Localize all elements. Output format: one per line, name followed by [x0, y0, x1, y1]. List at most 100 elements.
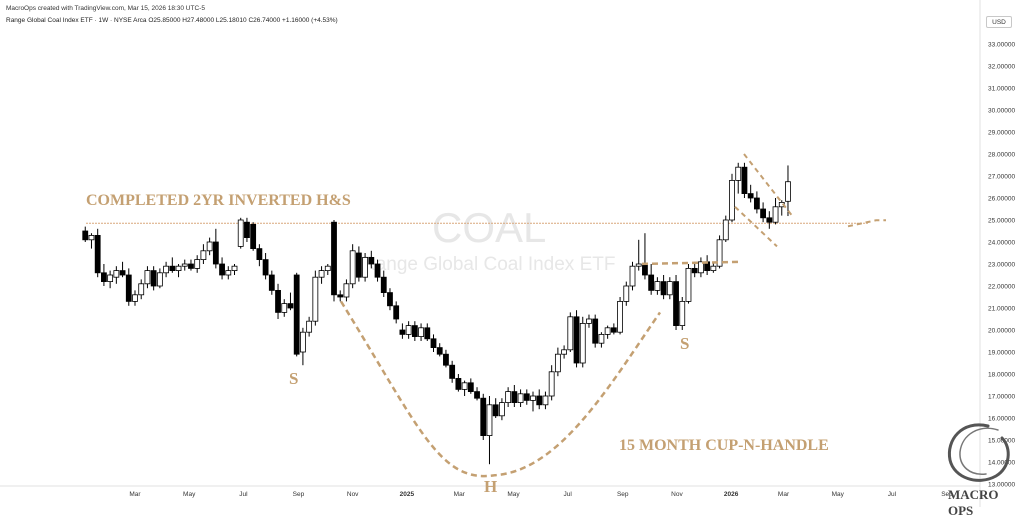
candle — [231, 264, 238, 275]
candle — [455, 374, 462, 392]
candle-body — [156, 272, 163, 287]
candle — [300, 327, 306, 366]
candle-body — [729, 179, 735, 221]
price-tick-label: 31.00000 — [988, 86, 1015, 93]
candle-body — [610, 327, 617, 333]
price-tick-label: 27.00000 — [988, 174, 1015, 181]
candle-body — [188, 263, 194, 269]
neckline-extension — [847, 219, 886, 228]
flag-upper-line — [743, 153, 793, 217]
time-tick-label: Sep — [293, 491, 305, 498]
price-tick-label: 32.00000 — [988, 64, 1015, 71]
watermark-name: Range Global Coal Index ETF — [362, 254, 616, 275]
candle-body — [710, 265, 717, 272]
candle — [107, 270, 114, 289]
candle-body — [586, 318, 592, 324]
candle — [467, 378, 474, 394]
price-tick-label: 24.00000 — [988, 240, 1015, 247]
candle-body — [324, 265, 331, 272]
candle-body — [735, 166, 742, 181]
candle — [691, 261, 698, 278]
candle — [635, 239, 642, 271]
candle-body — [82, 230, 89, 241]
candle-body — [430, 338, 437, 348]
price-tick-label: 16.00000 — [988, 416, 1015, 423]
candle-body — [760, 208, 767, 219]
candle-body — [343, 283, 350, 298]
candle — [461, 380, 468, 396]
candle-body — [169, 265, 176, 272]
candle-body — [163, 265, 169, 274]
candle-body — [604, 327, 611, 335]
candle-body — [666, 281, 673, 296]
candle-body — [523, 393, 530, 401]
candle — [642, 233, 648, 280]
candle-body — [107, 274, 114, 282]
candle-body — [144, 270, 151, 285]
candle — [287, 292, 294, 311]
time-tick-label: May — [832, 491, 845, 498]
candle — [523, 389, 530, 405]
candle — [499, 398, 505, 421]
time-tick-label: Jul — [888, 491, 897, 498]
candle-body — [467, 382, 474, 392]
candle — [244, 217, 250, 242]
candle — [225, 266, 232, 280]
candle-body — [766, 217, 773, 223]
candle — [766, 211, 773, 229]
candle — [256, 244, 263, 267]
candle-body — [212, 241, 219, 265]
candle — [511, 385, 518, 407]
candle-body — [119, 270, 126, 276]
candle — [219, 257, 225, 280]
candle-body — [785, 181, 791, 202]
currency-button[interactable]: USD — [986, 16, 1012, 28]
candle-body — [554, 353, 561, 373]
candle — [318, 266, 325, 284]
candle-body — [194, 259, 201, 269]
candle — [592, 314, 599, 348]
candle — [343, 279, 350, 302]
candle — [150, 266, 157, 291]
candle-body — [374, 263, 381, 278]
right-shoulder-label: S — [680, 334, 689, 353]
candle-body — [411, 325, 418, 338]
candle-body — [368, 256, 375, 265]
candle-body — [685, 267, 692, 302]
candle — [542, 391, 549, 410]
candle — [418, 323, 424, 341]
price-axis[interactable]: 33.00000 32.00000 31.00000 30.00000 29.00000… — [988, 42, 1015, 489]
candle-body — [300, 331, 306, 353]
candle — [443, 349, 449, 368]
candle — [629, 261, 636, 291]
candle-body — [579, 322, 586, 364]
candle — [654, 277, 661, 295]
candle — [268, 270, 275, 295]
candle — [368, 250, 375, 269]
price-chart[interactable]: 33.00000 32.00000 31.00000 30.00000 29.00000… — [0, 0, 1024, 507]
price-tick-label: 19.00000 — [988, 350, 1015, 357]
time-axis[interactable]: Mar May Jul Sep Nov 2025 Mar May Jul Sep Nov 2026 Ma… — [129, 491, 953, 498]
candle — [355, 246, 362, 282]
candle-body — [113, 270, 120, 278]
candle — [567, 312, 574, 352]
cup-curve — [339, 300, 662, 478]
price-tick-label: 14.00000 — [988, 460, 1015, 467]
candle-body — [88, 234, 95, 241]
candle-body — [206, 241, 213, 252]
candle-body — [101, 272, 107, 282]
candle-body — [747, 193, 754, 199]
candle-body — [542, 395, 549, 406]
candle — [194, 255, 201, 273]
candle — [293, 272, 300, 357]
candle-body — [275, 289, 281, 313]
candle-body — [318, 270, 325, 278]
candle — [579, 316, 586, 368]
time-tick-label: Nov — [347, 491, 359, 498]
candle-body — [561, 349, 567, 355]
candle — [716, 235, 723, 269]
candle — [393, 301, 400, 324]
candle — [362, 253, 368, 282]
candle — [312, 270, 319, 326]
candle-body — [654, 281, 661, 291]
